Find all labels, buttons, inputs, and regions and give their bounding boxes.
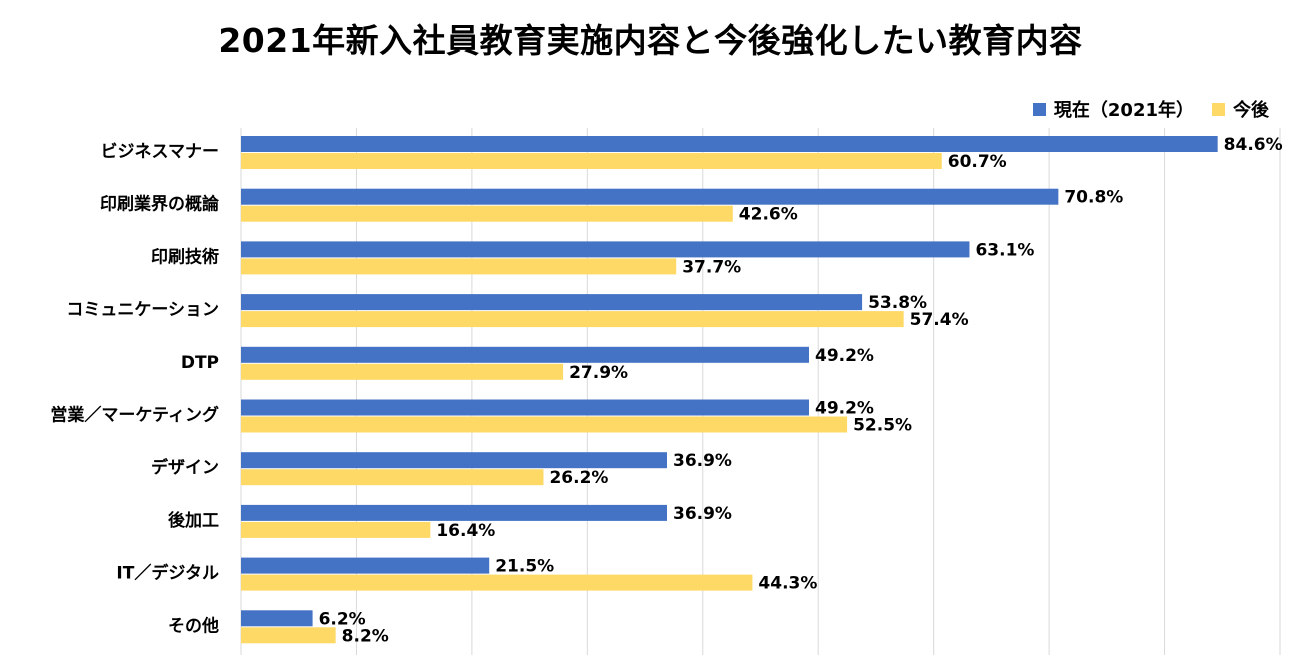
- bar-current: [241, 557, 490, 574]
- bar-current: [241, 241, 970, 258]
- category-label: 営業／マーケティング: [50, 405, 219, 426]
- data-label: 36.9%: [673, 451, 732, 471]
- bar-current: [241, 294, 863, 311]
- data-label: 63.1%: [975, 240, 1034, 260]
- bar-current: [241, 610, 313, 627]
- data-label: 6.2%: [319, 609, 366, 629]
- bar-future: [241, 574, 753, 591]
- data-label: 53.8%: [868, 293, 927, 313]
- category-label: その他: [168, 615, 219, 636]
- bar-current: [241, 346, 809, 363]
- category-label: 印刷業界の概論: [100, 194, 220, 215]
- data-label: 84.6%: [1224, 135, 1283, 155]
- bar-future: [241, 416, 848, 433]
- data-label: 44.3%: [758, 574, 817, 594]
- data-label: 21.5%: [495, 557, 554, 577]
- data-label: 49.2%: [815, 399, 874, 419]
- data-label: 26.2%: [549, 468, 608, 488]
- category-label: コミュニケーション: [66, 300, 219, 320]
- bar-future: [241, 469, 544, 486]
- bar-future: [241, 205, 733, 222]
- legend-label-current: 現在（2021年）: [1053, 100, 1194, 121]
- bar-future: [241, 311, 904, 328]
- legend-swatch-current: [1032, 102, 1046, 116]
- category-label: 印刷技術: [151, 246, 219, 267]
- legend: 現在（2021年） 今後: [1032, 96, 1269, 122]
- data-label: 36.9%: [673, 504, 732, 524]
- data-label: 60.7%: [948, 152, 1007, 172]
- data-label: 49.2%: [815, 346, 874, 366]
- legend-item-future: 今後: [1212, 96, 1269, 122]
- chart-title: 2021年新入社員教育実施内容と今後強化したい教育内容: [218, 21, 1083, 60]
- bar-current: [241, 504, 667, 521]
- data-label: 27.9%: [569, 363, 628, 383]
- category-label: デザイン: [151, 457, 219, 478]
- category-label: IT／デジタル: [116, 563, 219, 584]
- legend-item-current: 現在（2021年）: [1032, 96, 1194, 122]
- legend-swatch-future: [1212, 102, 1225, 116]
- data-label: 57.4%: [910, 310, 969, 330]
- bar-future: [241, 363, 564, 380]
- legend-label-future: 今後: [1233, 100, 1269, 121]
- bar-future: [241, 153, 942, 169]
- category-label: DTP: [181, 353, 219, 373]
- data-label: 8.2%: [342, 626, 389, 646]
- data-label: 52.5%: [853, 416, 912, 436]
- bar-future: [241, 627, 336, 644]
- bar-current: [241, 136, 1218, 152]
- bar-current: [241, 188, 1059, 205]
- bar-future: [241, 521, 431, 538]
- data-label: 70.8%: [1064, 188, 1123, 208]
- bar-current: [241, 399, 809, 416]
- category-label: ビジネスマナー: [101, 142, 220, 162]
- data-label: 37.7%: [682, 257, 741, 277]
- bar-future: [241, 258, 677, 275]
- category-label: 後加工: [168, 510, 219, 531]
- data-label: 16.4%: [436, 521, 495, 541]
- data-label: 42.6%: [739, 205, 798, 225]
- bar-current: [241, 452, 667, 469]
